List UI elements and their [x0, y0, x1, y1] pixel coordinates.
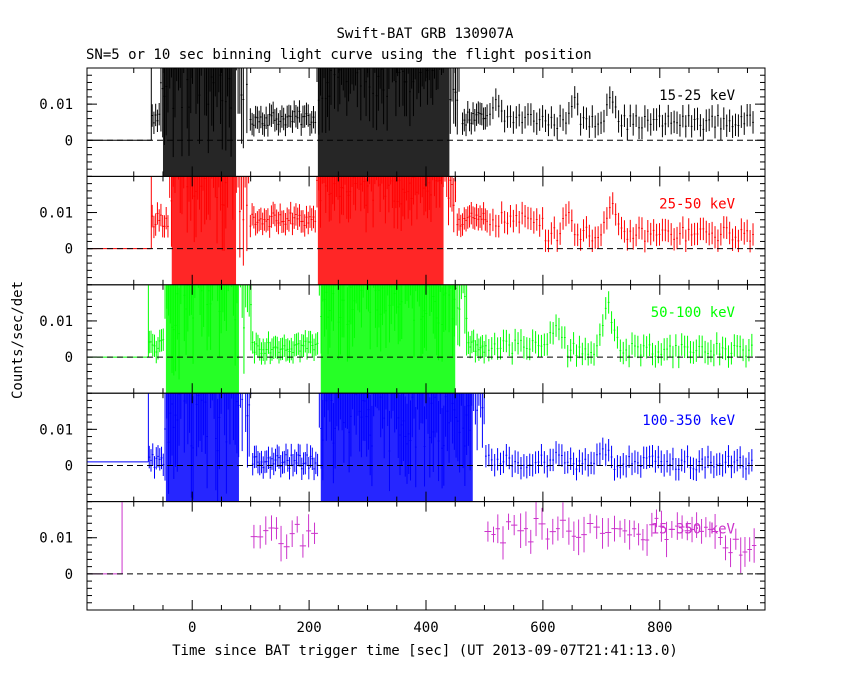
burst-fill [171, 176, 237, 285]
band-label: 25-50 keV [659, 196, 735, 212]
band-label: 15-350 keV [651, 522, 736, 538]
burst-fill [320, 393, 473, 502]
burst-fill [317, 176, 444, 285]
x-tick-label: 600 [530, 620, 555, 636]
y-tick-label: 0.01 [39, 206, 73, 222]
y-tick-label: 0.01 [39, 314, 73, 330]
data-segment [484, 501, 757, 573]
band-label: 100-350 keV [642, 413, 735, 429]
x-tick-label: 200 [296, 620, 321, 636]
x-axis-label: Time since BAT trigger time [sec] (UT 20… [172, 643, 678, 659]
y-tick-label: 0 [65, 133, 73, 149]
burst-fill [317, 68, 450, 177]
chart-subtitle: SN=5 or 10 sec binning light curve using… [86, 47, 592, 63]
y-tick-label: 0 [65, 458, 73, 474]
panel-3-data [87, 284, 753, 394]
burst-fill [320, 284, 456, 394]
burst-fill [162, 68, 237, 177]
panel-5-data [87, 501, 757, 575]
y-tick-label: 0 [65, 242, 73, 258]
y-tick-label: 0.01 [39, 97, 73, 113]
y-tick-label: 0.01 [39, 531, 73, 547]
y-tick-label: 0.01 [39, 422, 73, 438]
panels-group: 0 0.01 15-25 keV 0 0.01 25-50 keV 0 0.01 50-100 … [39, 67, 766, 636]
light-curve [151, 176, 754, 266]
burst-fill [165, 284, 239, 394]
chart-title: Swift-BAT GRB 130907A [336, 26, 514, 42]
x-tick-label: 400 [413, 620, 438, 636]
y-tick-label: 0 [65, 567, 73, 583]
panel-4-data [87, 393, 753, 502]
panel-2-data [87, 176, 754, 285]
band-label: 50-100 keV [651, 305, 736, 321]
panel-frame [86, 501, 766, 611]
burst-fill [165, 393, 239, 502]
light-curve [151, 68, 754, 158]
y-tick-label: 0 [65, 350, 73, 366]
x-tick-label: 0 [188, 620, 196, 636]
x-tick-label: 800 [647, 620, 672, 636]
band-label: 15-25 keV [659, 88, 735, 104]
y-axis-label: Counts/sec/det [10, 281, 26, 399]
panel-1-data [87, 68, 754, 177]
data-segment [250, 514, 318, 562]
